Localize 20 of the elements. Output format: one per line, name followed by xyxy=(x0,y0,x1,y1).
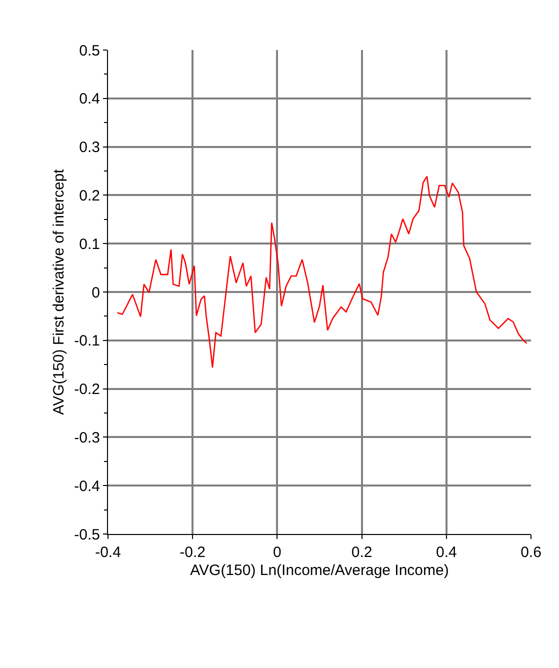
x-tick-label: -0.2 xyxy=(180,544,206,561)
y-axis-title: AVG(150) First derivative of intercept xyxy=(50,168,68,415)
x-tick-label: 0.2 xyxy=(351,544,372,561)
x-tick-label: 0 xyxy=(273,544,282,561)
line-series xyxy=(116,176,528,368)
x-tick-label: 0.4 xyxy=(436,544,457,561)
y-tick-label: -0.5 xyxy=(74,526,100,544)
y-tick-label: -0.1 xyxy=(74,332,100,350)
y-tick-label: -0.4 xyxy=(74,478,100,495)
y-tick-label: 0.4 xyxy=(79,90,100,108)
y-tick-label: 0.1 xyxy=(79,236,100,253)
y-tick-label: -0.3 xyxy=(74,429,100,446)
y-tick-label: -0.2 xyxy=(74,381,100,398)
y-tick-label: 0.2 xyxy=(79,187,100,204)
y-tick-label: 0 xyxy=(92,284,100,302)
y-tick-label: 0.5 xyxy=(79,42,100,60)
y-tick-label: 0.3 xyxy=(79,139,100,156)
x-tick-label: 0.6 xyxy=(520,544,542,561)
x-axis-title: AVG(150) Ln(Income/Average Income) xyxy=(190,562,449,579)
x-tick-label: -0.4 xyxy=(95,544,121,561)
